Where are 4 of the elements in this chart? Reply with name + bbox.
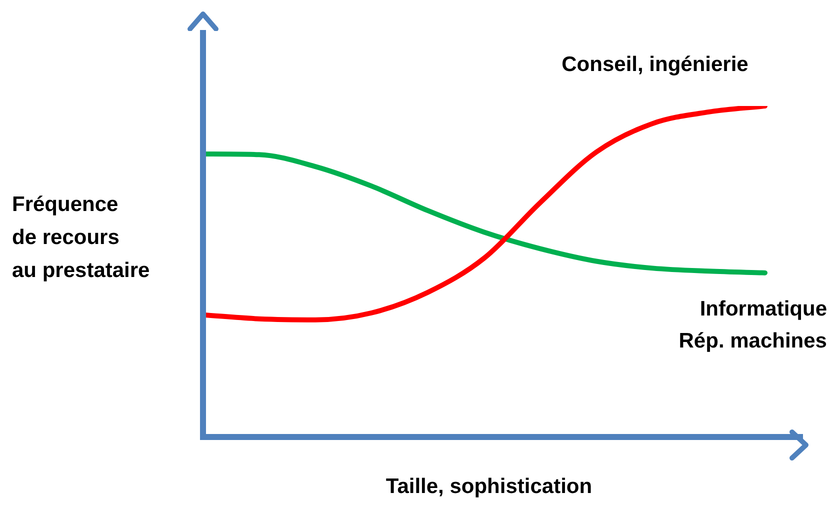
x-axis-title: Taille, sophistication — [386, 474, 592, 498]
y-axis-title: Fréquence de recours au prestataire — [12, 192, 150, 282]
series-label: Conseil, ingénierie — [562, 52, 748, 76]
series-label: Informatique Rép. machines — [678, 298, 827, 353]
